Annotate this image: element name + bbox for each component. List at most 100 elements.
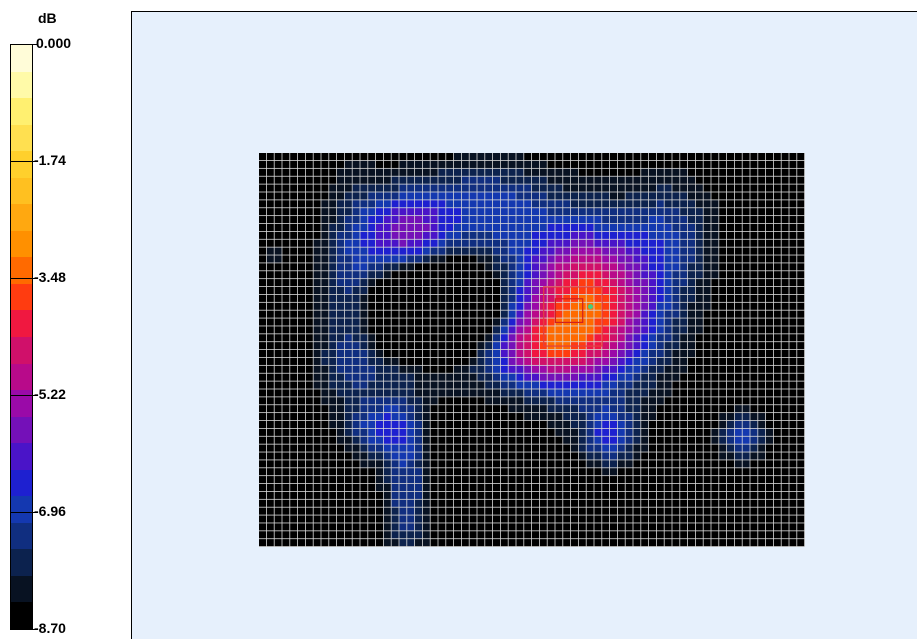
heatmap-cell [695, 208, 703, 216]
heatmap-cell [422, 381, 430, 389]
heatmap-cell [415, 342, 422, 350]
heatmap-cell [617, 263, 625, 271]
heatmap-cell [415, 373, 422, 381]
heatmap-cell [493, 302, 500, 310]
heatmap-cell [586, 381, 594, 389]
heatmap-cell [516, 452, 524, 460]
heatmap-cell [727, 531, 734, 539]
heatmap-cell [399, 200, 407, 208]
heatmap-cell [422, 531, 430, 539]
heatmap-cell [337, 531, 344, 539]
heatmap-cell [500, 294, 508, 302]
heatmap-cell [500, 436, 508, 444]
heatmap-cell [266, 444, 274, 452]
heatmap-cell [446, 452, 454, 460]
heatmap-cell [563, 405, 571, 413]
heatmap-cell [539, 216, 547, 224]
heatmap-cell [594, 413, 602, 421]
heatmap-cell [298, 373, 305, 381]
heatmap-cell [524, 200, 532, 208]
heatmap-cell [266, 428, 274, 436]
heatmap-cell [524, 373, 532, 381]
heatmap-cell [555, 279, 563, 287]
heatmap-cell [391, 168, 399, 176]
heatmap-cell [766, 381, 773, 389]
heatmap-cell [430, 200, 438, 208]
heatmap-cell [321, 539, 329, 547]
heatmap-cell [781, 483, 789, 492]
heatmap-cell [266, 271, 274, 279]
heatmap-cell [391, 365, 399, 373]
heatmap-cell [477, 365, 485, 373]
heatmap-cell [695, 491, 703, 499]
heatmap-cell [758, 373, 766, 381]
heatmap-cell [415, 531, 422, 539]
heatmap-cell [352, 326, 360, 334]
heatmap-cell [376, 539, 383, 547]
heatmap-cell [680, 428, 688, 436]
heatmap-cell [430, 247, 438, 255]
heatmap-cell [680, 539, 688, 547]
heatmap-cell [469, 365, 477, 373]
heatmap-cell [298, 160, 305, 168]
heatmap-cell [290, 499, 298, 507]
heatmap-cell [789, 192, 797, 200]
heatmap-cell [305, 420, 313, 428]
heatmap-cell [594, 200, 602, 208]
heatmap-cell [781, 389, 789, 397]
heatmap-cell [500, 420, 508, 428]
heatmap-cell [485, 460, 493, 468]
heatmap-cell [415, 200, 422, 208]
heatmap-cell [797, 279, 805, 287]
heatmap-cell [766, 271, 773, 279]
heatmap-cell [571, 255, 578, 263]
heatmap-cell [695, 247, 703, 255]
heatmap-cell [750, 153, 758, 161]
heatmap-cell [352, 184, 360, 192]
plot-area [131, 11, 917, 639]
heatmap-cell [368, 334, 376, 342]
heatmap-cell [493, 200, 500, 208]
heatmap-cell [266, 468, 274, 476]
heatmap-cell [563, 216, 571, 224]
heatmap-cell [508, 381, 516, 389]
heatmap-cell [274, 539, 282, 547]
heatmap-cell [477, 483, 485, 492]
heatmap-cell [711, 192, 719, 200]
heatmap-cell [610, 239, 617, 247]
heatmap-cell [274, 507, 282, 515]
heatmap-cell [633, 176, 641, 184]
heatmap-cell [352, 468, 360, 476]
heatmap-cell [750, 350, 758, 358]
heatmap-cell [352, 192, 360, 200]
heatmap-cell [516, 531, 524, 539]
heatmap-cell [305, 531, 313, 539]
heatmap-cell [586, 499, 594, 507]
heatmap-cell [500, 279, 508, 287]
heatmap-cell [797, 176, 805, 184]
heatmap-cell [688, 247, 695, 255]
heatmap-cell [703, 176, 711, 184]
heatmap-cell [368, 452, 376, 460]
heatmap-cell [649, 397, 656, 405]
heatmap-cell [766, 310, 773, 318]
heatmap-cell [539, 279, 547, 287]
heatmap-cell [649, 192, 656, 200]
heatmap-cell [688, 271, 695, 279]
heatmap-cell [344, 231, 352, 239]
heatmap-cell [571, 160, 578, 168]
heatmap-cell [610, 208, 617, 216]
heatmap-cell [477, 499, 485, 507]
heatmap-cell [680, 160, 688, 168]
heatmap-cell [407, 499, 415, 507]
heatmap-cell [259, 302, 266, 310]
heatmap-cell [407, 160, 415, 168]
heatmap-cell [368, 515, 376, 523]
heatmap-cell [376, 239, 383, 247]
heatmap-cell [329, 460, 337, 468]
heatmap-cell [758, 539, 766, 547]
heatmap-cell [610, 271, 617, 279]
heatmap-cell [703, 192, 711, 200]
heatmap-cell [391, 539, 399, 547]
heatmap-cell [305, 318, 313, 326]
